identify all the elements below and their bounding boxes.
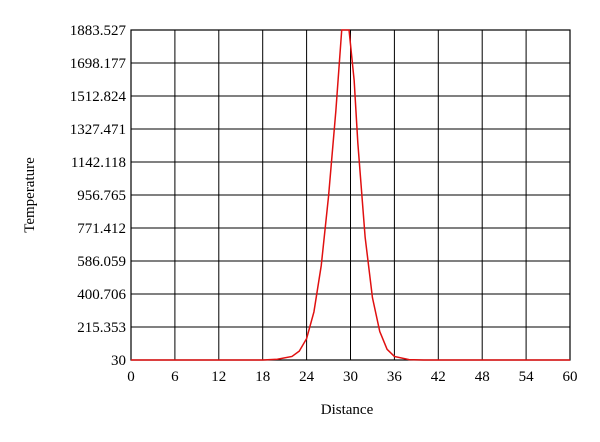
y-tick-label: 1698.177 [70,56,127,72]
x-tick-label: 6 [171,369,179,385]
y-tick-label: 771.412 [77,221,126,237]
x-tick-label: 42 [431,369,446,385]
x-axis-label: Distance [321,402,374,418]
x-tick-label: 24 [299,369,315,385]
y-tick-label: 1512.824 [70,89,127,105]
y-tick-label: 1142.118 [71,155,126,171]
x-tick-label: 48 [475,369,490,385]
x-tick-label: 36 [387,369,403,385]
x-tick-label: 12 [211,369,226,385]
line [131,29,570,361]
y-tick-label: 1883.527 [70,23,127,39]
x-tick-label: 60 [563,369,578,385]
x-tick-label: 18 [255,369,270,385]
plot-border [130,29,571,361]
y-tick-label: 956.765 [77,188,126,204]
x-tick-label: 54 [519,369,535,385]
y-tick-label: 586.059 [77,254,126,270]
y-tick-label: 215.353 [77,320,126,336]
y-axis-label: Temperature [22,157,38,233]
x-tick-label: 0 [127,369,135,385]
y-tick-label: 400.706 [77,287,126,303]
y-tick-label: 1327.471 [70,122,126,138]
x-tick-label: 30 [343,369,358,385]
y-tick-label: 30 [111,353,126,369]
